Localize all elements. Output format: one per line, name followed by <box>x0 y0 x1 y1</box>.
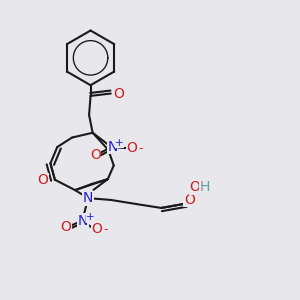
Text: N: N <box>78 214 88 228</box>
Text: O: O <box>38 173 48 187</box>
Text: O: O <box>90 148 101 162</box>
Text: O: O <box>113 86 124 100</box>
Text: O: O <box>126 141 137 155</box>
Text: H: H <box>200 180 210 194</box>
Text: -: - <box>103 223 108 236</box>
Text: O: O <box>184 193 195 207</box>
Text: O: O <box>61 220 72 234</box>
Text: -: - <box>138 142 143 155</box>
Text: +: + <box>86 212 94 222</box>
Text: N: N <box>107 140 118 154</box>
Text: N: N <box>83 191 93 205</box>
Text: +: + <box>116 138 124 148</box>
Text: O: O <box>91 222 102 236</box>
Text: O: O <box>190 180 201 194</box>
